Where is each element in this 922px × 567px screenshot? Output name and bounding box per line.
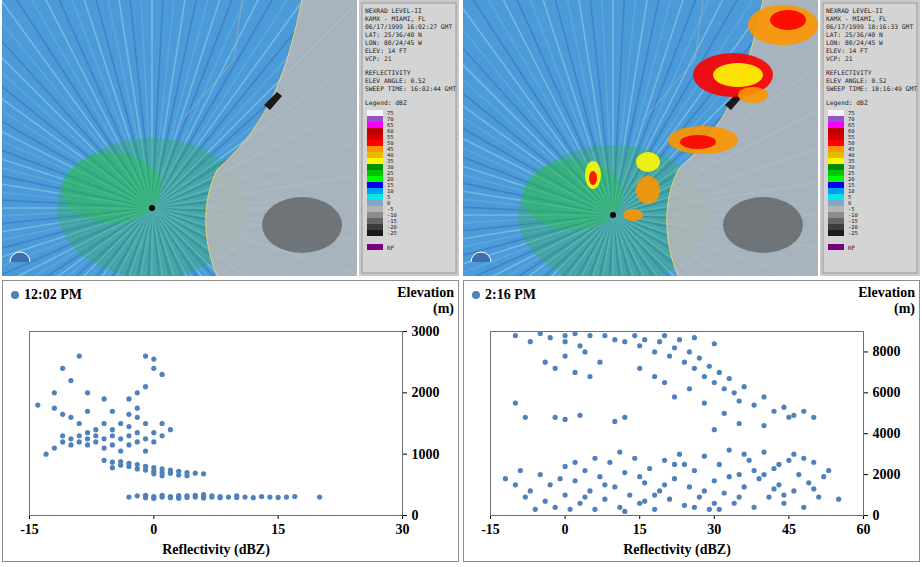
svg-text:4000: 4000 — [873, 426, 901, 441]
svg-text:45: 45 — [848, 146, 855, 152]
svg-text:30: 30 — [848, 164, 855, 170]
svg-text:15: 15 — [848, 182, 855, 188]
svg-text:30: 30 — [707, 522, 721, 537]
svg-text:ELEV ANGLE: 0.52: ELEV ANGLE: 0.52 — [826, 77, 887, 84]
html-text:(m): (m) — [433, 301, 454, 316]
svg-text:KAMX - MIAMI, FL: KAMX - MIAMI, FL — [826, 15, 887, 22]
svg-text:ELEV: 14 FT: ELEV: 14 FT — [826, 47, 868, 54]
svg-text:70: 70 — [387, 116, 394, 122]
html-text:(m): (m) — [894, 301, 915, 316]
svg-text:LAT: 25/36/40 N: LAT: 25/36/40 N — [826, 31, 883, 38]
svg-text:NEXRAD LEVEL-II: NEXRAD LEVEL-II — [826, 7, 883, 14]
svg-text:2000: 2000 — [873, 467, 901, 482]
svg-text:10: 10 — [387, 188, 394, 194]
svg-text:Legend: dBZ: Legend: dBZ — [826, 99, 868, 107]
svg-text:75: 75 — [848, 110, 855, 116]
svg-text:5: 5 — [387, 194, 391, 200]
svg-text:2000: 2000 — [412, 385, 440, 400]
svg-text:KAMX - MIAMI, FL: KAMX - MIAMI, FL — [365, 15, 426, 22]
svg-text:65: 65 — [848, 122, 855, 128]
svg-text:-25: -25 — [387, 230, 397, 236]
svg-text:60: 60 — [848, 128, 855, 134]
svg-text:50: 50 — [848, 140, 855, 146]
svg-text:06/17/1999 18:16:33 GMT: 06/17/1999 18:16:33 GMT — [826, 23, 913, 30]
svg-text:-20: -20 — [387, 224, 397, 230]
svg-text:-15: -15 — [387, 218, 397, 224]
svg-text:8000: 8000 — [873, 344, 901, 359]
svg-text:-15: -15 — [848, 218, 858, 224]
svg-text:-15: -15 — [481, 522, 500, 537]
svg-text:5: 5 — [848, 194, 852, 200]
svg-text:RF: RF — [848, 244, 856, 251]
svg-text:-25: -25 — [848, 230, 858, 236]
svg-text:6000: 6000 — [873, 385, 901, 400]
svg-text:60: 60 — [857, 522, 871, 537]
svg-text:15: 15 — [271, 522, 285, 537]
svg-text:30: 30 — [396, 522, 410, 537]
svg-text:75: 75 — [387, 110, 394, 116]
svg-text:Reflectivity (dBZ): Reflectivity (dBZ) — [623, 542, 731, 558]
svg-text:20: 20 — [848, 176, 855, 182]
svg-text:0: 0 — [412, 508, 419, 523]
svg-text:50: 50 — [387, 140, 394, 146]
svg-text:VCP: 21: VCP: 21 — [365, 55, 392, 62]
svg-text:-5: -5 — [387, 206, 394, 212]
svg-text:ELEV ANGLE: 0.52: ELEV ANGLE: 0.52 — [365, 77, 426, 84]
svg-text:-10: -10 — [387, 212, 397, 218]
svg-text:RF: RF — [387, 244, 395, 251]
svg-text:Reflectivity (dBZ): Reflectivity (dBZ) — [162, 542, 270, 558]
svg-text:NEXRAD LEVEL-II: NEXRAD LEVEL-II — [365, 7, 422, 14]
svg-text:0: 0 — [387, 200, 391, 206]
svg-text:40: 40 — [387, 152, 394, 158]
svg-text:REFLECTIVITY: REFLECTIVITY — [365, 69, 411, 76]
svg-text:-20: -20 — [848, 224, 858, 230]
svg-text:15: 15 — [633, 522, 647, 537]
svg-text:15: 15 — [387, 182, 394, 188]
svg-text:-10: -10 — [848, 212, 858, 218]
svg-text:-15: -15 — [20, 522, 39, 537]
html-text:Elevation: Elevation — [858, 285, 915, 300]
svg-text:10: 10 — [848, 188, 855, 194]
svg-text:0: 0 — [848, 200, 852, 206]
svg-text:0: 0 — [150, 522, 157, 537]
svg-text:25: 25 — [848, 170, 855, 176]
svg-text:30: 30 — [387, 164, 394, 170]
svg-text:SWEEP TIME: 16:02:44 GMT: SWEEP TIME: 16:02:44 GMT — [365, 85, 456, 92]
svg-text:SWEEP TIME: 18:16:49 GMT: SWEEP TIME: 18:16:49 GMT — [826, 85, 917, 92]
html-text:12:02 PM: 12:02 PM — [24, 287, 82, 302]
svg-text:60: 60 — [387, 128, 394, 134]
svg-text:-5: -5 — [848, 206, 855, 212]
svg-text:Legend: dBZ: Legend: dBZ — [365, 99, 407, 107]
svg-text:35: 35 — [848, 158, 855, 164]
svg-text:06/17/1999 16:02:27 GMT: 06/17/1999 16:02:27 GMT — [365, 23, 452, 30]
html-text:Elevation: Elevation — [397, 285, 454, 300]
svg-text:LAT: 25/36/40 N: LAT: 25/36/40 N — [365, 31, 422, 38]
svg-text:1000: 1000 — [412, 447, 440, 462]
svg-text:LON: 80/24/45 W: LON: 80/24/45 W — [826, 39, 883, 46]
svg-text:40: 40 — [848, 152, 855, 158]
svg-text:55: 55 — [848, 134, 855, 140]
svg-text:55: 55 — [387, 134, 394, 140]
svg-text:45: 45 — [387, 146, 394, 152]
svg-text:REFLECTIVITY: REFLECTIVITY — [826, 69, 872, 76]
svg-text:45: 45 — [782, 522, 796, 537]
svg-text:VCP: 21: VCP: 21 — [826, 55, 853, 62]
svg-text:3000: 3000 — [412, 324, 440, 339]
svg-text:25: 25 — [387, 170, 394, 176]
svg-text:65: 65 — [387, 122, 394, 128]
svg-text:LON: 80/24/45 W: LON: 80/24/45 W — [365, 39, 422, 46]
svg-text:35: 35 — [387, 158, 394, 164]
svg-text:0: 0 — [873, 508, 880, 523]
svg-text:ELEV: 14 FT: ELEV: 14 FT — [365, 47, 407, 54]
svg-text:0: 0 — [562, 522, 569, 537]
svg-text:70: 70 — [848, 116, 855, 122]
html-text:2:16 PM: 2:16 PM — [485, 287, 536, 302]
svg-text:20: 20 — [387, 176, 394, 182]
